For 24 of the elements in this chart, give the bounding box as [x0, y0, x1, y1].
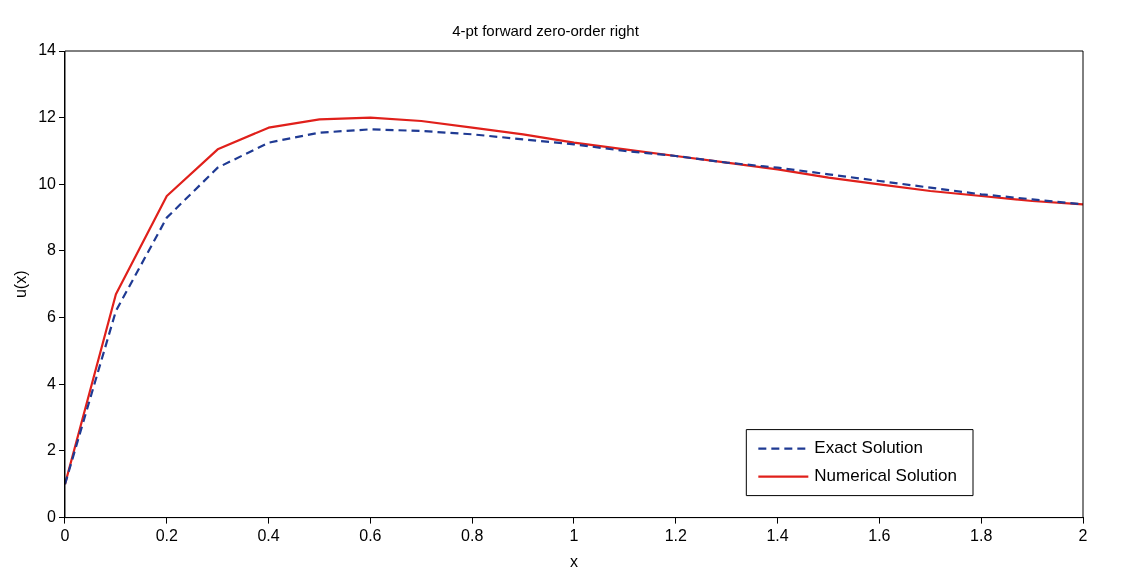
y-axis-title: u(x)	[12, 270, 30, 299]
x-tick-label: 0.8	[461, 526, 484, 544]
y-tick-label: 12	[38, 108, 57, 126]
x-tick-label: 1	[569, 526, 579, 544]
x-tick-label: 1.2	[664, 526, 688, 544]
legend-label: Exact Solution	[814, 438, 924, 458]
legend-label: Numerical Solution	[814, 466, 958, 486]
x-axis-title: x	[570, 552, 578, 570]
x-tick-label: 0.6	[359, 526, 382, 544]
y-tick-label: 4	[47, 374, 57, 392]
y-tick-label: 0	[47, 508, 57, 526]
x-tick-label: 2	[1078, 526, 1088, 544]
y-tick-label: 2	[47, 441, 57, 459]
y-tick-label: 14	[38, 41, 57, 59]
x-tick-label: 0	[60, 526, 70, 544]
x-tick-label: 1.8	[970, 526, 993, 544]
chart-title: 4-pt forward zero-order right	[452, 22, 640, 40]
x-tick-label: 0.2	[155, 526, 179, 544]
x-tick-label: 1.6	[868, 526, 891, 544]
y-tick-label: 10	[38, 174, 57, 192]
y-tick-label: 8	[47, 241, 57, 259]
x-tick-label: 1.4	[766, 526, 789, 544]
y-tick-label: 6	[47, 308, 57, 326]
x-tick-label: 0.4	[257, 526, 280, 544]
